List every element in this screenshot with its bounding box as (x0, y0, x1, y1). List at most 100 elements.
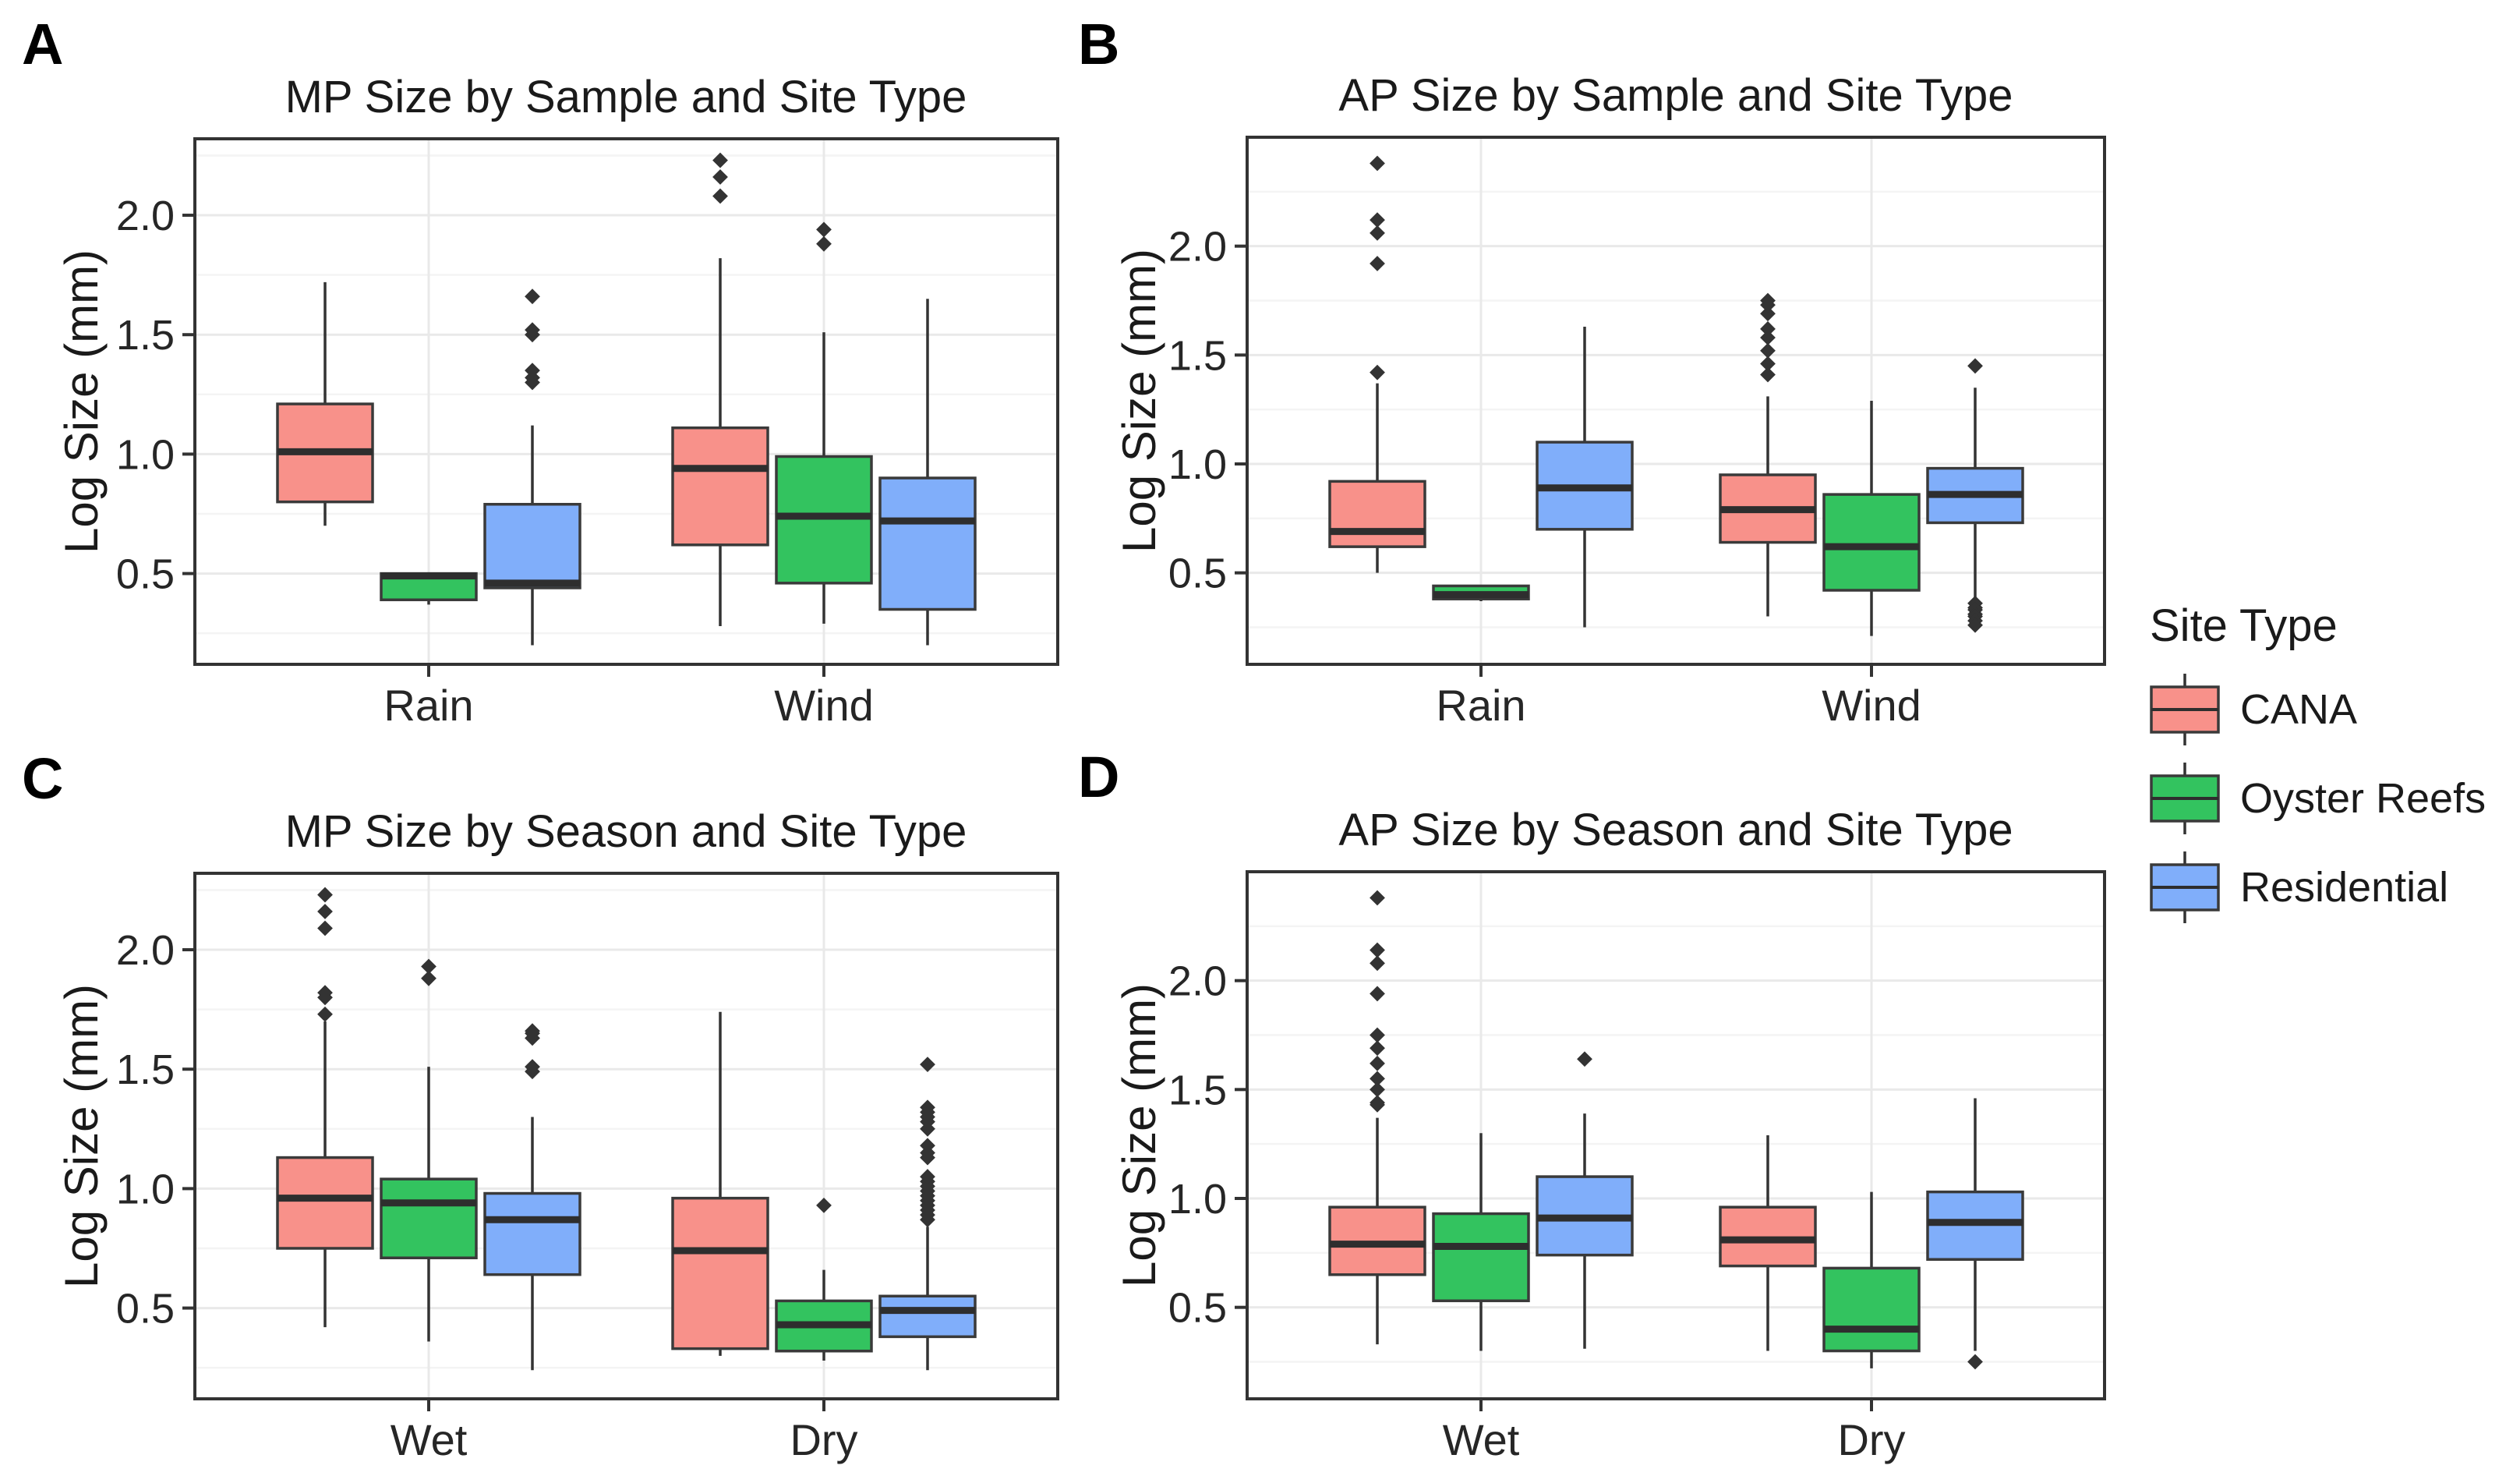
x-tick-label: Rain (383, 681, 473, 730)
panel-d-tag: D (1078, 745, 1120, 809)
outlier-point (920, 1138, 935, 1154)
boxplot-wet-cana (276, 887, 374, 1328)
legend-item-oyster-reefs: Oyster Reefs (2150, 763, 2486, 834)
boxplot-wind-oyster-reefs (775, 221, 873, 624)
boxplot-wind-oyster-reefs (1822, 401, 1921, 636)
panel-a-plot: 0.5 1.0 1.5 2.0 Rain Wind (116, 137, 1059, 730)
outlier-point (1967, 617, 1983, 633)
y-tick-label: 2.0 (1168, 224, 1227, 271)
boxplot-dry-cana (1719, 1135, 1817, 1351)
box (878, 1294, 977, 1339)
x-tick-label: Wind (774, 681, 874, 730)
legend-label: Residential (2240, 864, 2449, 911)
panel-b-title: AP Size by Sample and Site Type (1338, 70, 2013, 121)
panel-border (193, 872, 1059, 1400)
outlier-point (1370, 256, 1385, 271)
boxplot-rain-cana (276, 281, 374, 526)
panel-a-title: MP Size by Sample and Site Type (285, 72, 967, 122)
y-tick-label: 1.5 (1168, 1067, 1227, 1113)
boxplot-dry-oyster-reefs (775, 1197, 873, 1361)
panel-border (1246, 870, 2106, 1400)
legend-key-cana-boxplot-icon (2150, 674, 2220, 745)
boxplot-dry-residential (1926, 1098, 2024, 1370)
outlier-point (1760, 342, 1776, 359)
box (775, 455, 873, 585)
y-tick-label: 2.0 (116, 927, 175, 974)
legend-item-cana: CANA (2150, 674, 2486, 745)
legend: Site Type CANA Oyster Reefs Residential (2150, 602, 2486, 940)
boxplot-rain-oyster-reefs (380, 572, 478, 605)
outlier-point (317, 985, 333, 1001)
outlier-point (1370, 1027, 1385, 1043)
boxplot-dry-oyster-reefs (1822, 1191, 1921, 1368)
outlier-point (525, 288, 540, 305)
boxplot-rain-residential (483, 288, 581, 646)
outlier-point (1370, 1040, 1385, 1057)
x-tick-label: Wet (1443, 1415, 1520, 1464)
outlier-point (317, 904, 333, 919)
legend-key-residential-boxplot-icon (2150, 851, 2220, 923)
box (1822, 493, 1921, 592)
outlier-point (1760, 320, 1776, 337)
panel-b-plot: 0.5 1.0 1.5 2.0 Rain Wind (1168, 136, 2106, 730)
y-tick-label: 2.0 (116, 193, 175, 239)
outlier-point (1370, 955, 1385, 972)
boxplot-wind-cana (1719, 292, 1817, 617)
legend-key-oyster-reefs-boxplot-icon (2150, 763, 2220, 834)
outlier-point (1967, 358, 1983, 374)
y-tick-label: 1.5 (116, 312, 175, 359)
legend-label: CANA (2240, 686, 2358, 733)
outlier-point (1967, 1354, 1983, 1370)
x-tick-label: Wind (1822, 681, 1921, 730)
y-tick-label: 1.0 (116, 1166, 175, 1212)
panel-d-title: AP Size by Season and Site Type (1338, 805, 2013, 855)
boxplot-wind-residential (1926, 358, 2024, 633)
box (380, 1177, 478, 1259)
boxplot-wet-residential (1536, 1051, 1634, 1349)
boxplot-rain-residential (1536, 327, 1634, 628)
legend-item-residential: Residential (2150, 851, 2486, 923)
box (1328, 480, 1426, 548)
x-tick-label: Rain (1436, 681, 1525, 730)
panel-border (1246, 136, 2106, 666)
y-tick-label: 1.0 (1168, 441, 1227, 488)
boxplot-dry-cana (671, 1011, 769, 1356)
panel-border (193, 137, 1059, 666)
outlier-point (1577, 1051, 1592, 1067)
panel-d-y-axis-title: Log Size (mm) (1113, 982, 1165, 1288)
boxplot-wet-oyster-reefs (1432, 1133, 1530, 1351)
panel-c-y-axis-title: Log Size (mm) (55, 983, 108, 1289)
outlier-point (1370, 942, 1385, 958)
outlier-point (1370, 225, 1385, 241)
y-tick-label: 0.5 (116, 1286, 175, 1333)
box (483, 502, 581, 589)
box (1432, 1212, 1530, 1303)
outlier-point (816, 1197, 832, 1213)
outlier-point (525, 1023, 540, 1039)
panel-b-y-axis-title: Log Size (mm) (1113, 248, 1165, 554)
outlier-point (1760, 306, 1776, 322)
box (671, 1196, 769, 1350)
panel-c-tag: C (22, 746, 64, 811)
boxplot-dry-residential (878, 1057, 977, 1371)
outlier-point (317, 920, 333, 936)
boxplot-wind-cana (671, 152, 769, 626)
panel-c-title: MP Size by Season and Site Type (285, 806, 967, 857)
panel-a-tag: A (22, 12, 64, 76)
legend-label: Oyster Reefs (2240, 775, 2486, 822)
outlier-point (920, 1057, 935, 1072)
outlier-point (712, 169, 728, 185)
outlier-point (525, 322, 540, 338)
box (483, 1191, 581, 1276)
y-tick-label: 0.5 (116, 551, 175, 598)
y-tick-label: 1.5 (1168, 332, 1227, 379)
boxplot-wet-residential (483, 1023, 581, 1371)
outlier-point (1370, 1071, 1385, 1087)
outlier-point (920, 1169, 935, 1184)
boxplot-wet-cana (1328, 890, 1426, 1345)
outlier-point (816, 235, 832, 252)
x-tick-label: Dry (790, 1415, 857, 1464)
x-tick-label: Wet (391, 1415, 468, 1464)
